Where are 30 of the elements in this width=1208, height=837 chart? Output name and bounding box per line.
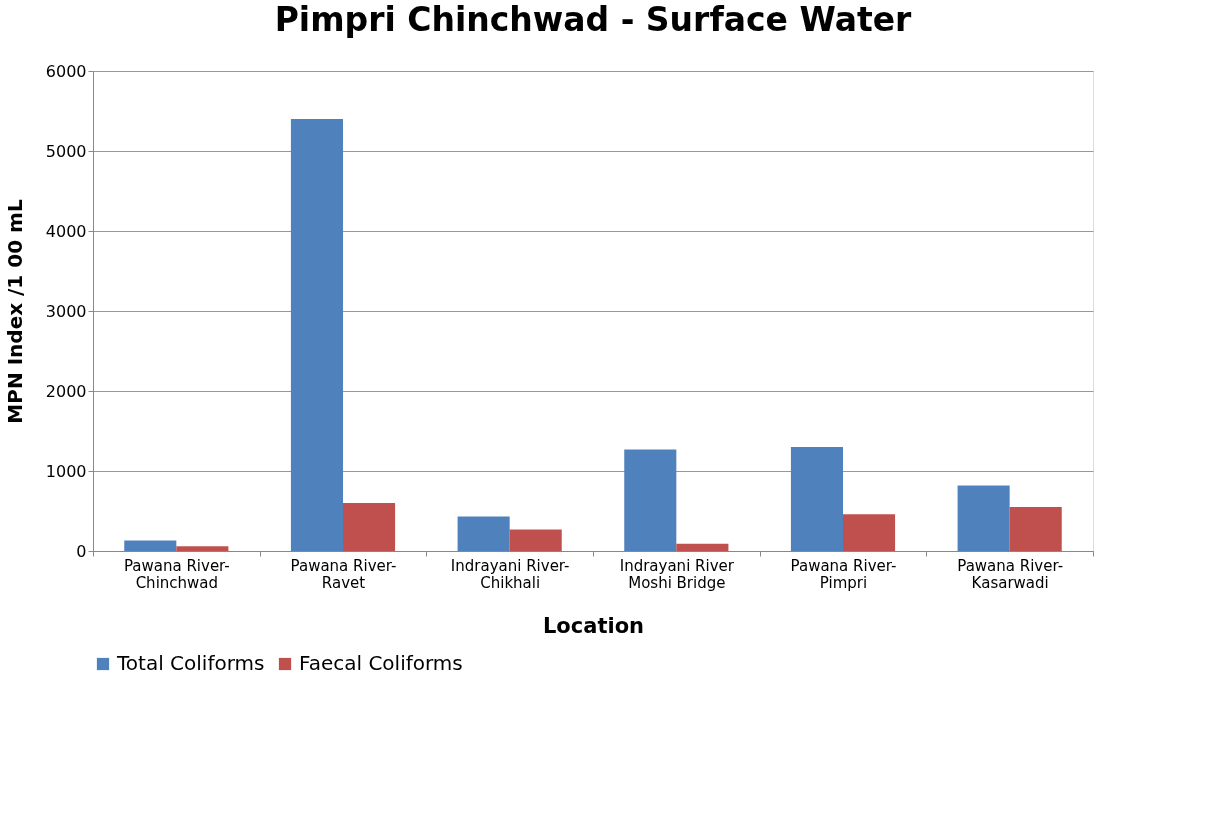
y-tick-label: 3000 xyxy=(45,301,87,321)
x-tick-label: Pawana River- Chinchwad xyxy=(123,556,230,592)
bar xyxy=(624,449,677,551)
bar xyxy=(509,529,562,551)
y-tick-label: 1000 xyxy=(45,461,87,481)
bar xyxy=(676,543,729,551)
y-tick-label: 6000 xyxy=(45,61,87,81)
x-tick-label: Pawana River- Pimpri xyxy=(790,556,897,592)
chart-title: Pimpri Chinchwad - Surface Water xyxy=(274,0,913,39)
x-axis-title: Location xyxy=(542,613,645,638)
bar xyxy=(343,503,396,551)
bar xyxy=(290,119,343,551)
y-tick-label: 5000 xyxy=(45,141,87,161)
bar xyxy=(957,485,1010,551)
bar xyxy=(176,546,229,551)
y-axis-title: MPN Index /1 00 mL xyxy=(2,199,27,424)
x-tick-label: Pawana River- Kasarwadi xyxy=(957,556,1064,592)
bar xyxy=(843,514,896,551)
legend-label: Total Coliforms xyxy=(116,651,265,675)
bar xyxy=(124,540,177,551)
bar xyxy=(1009,507,1062,551)
y-tick-label: 0 xyxy=(76,541,87,561)
bar xyxy=(790,447,843,551)
bar xyxy=(457,516,510,551)
x-tick-label: Pawana River- Ravet xyxy=(290,556,397,592)
legend-label: Faecal Coliforms xyxy=(299,651,463,675)
y-tick-label: 4000 xyxy=(45,221,87,241)
x-tick-label: Indrayani River Moshi Bridge xyxy=(619,556,735,592)
x-tick-label: Indrayani River- Chikhali xyxy=(450,556,570,592)
y-tick-label: 2000 xyxy=(45,381,87,401)
